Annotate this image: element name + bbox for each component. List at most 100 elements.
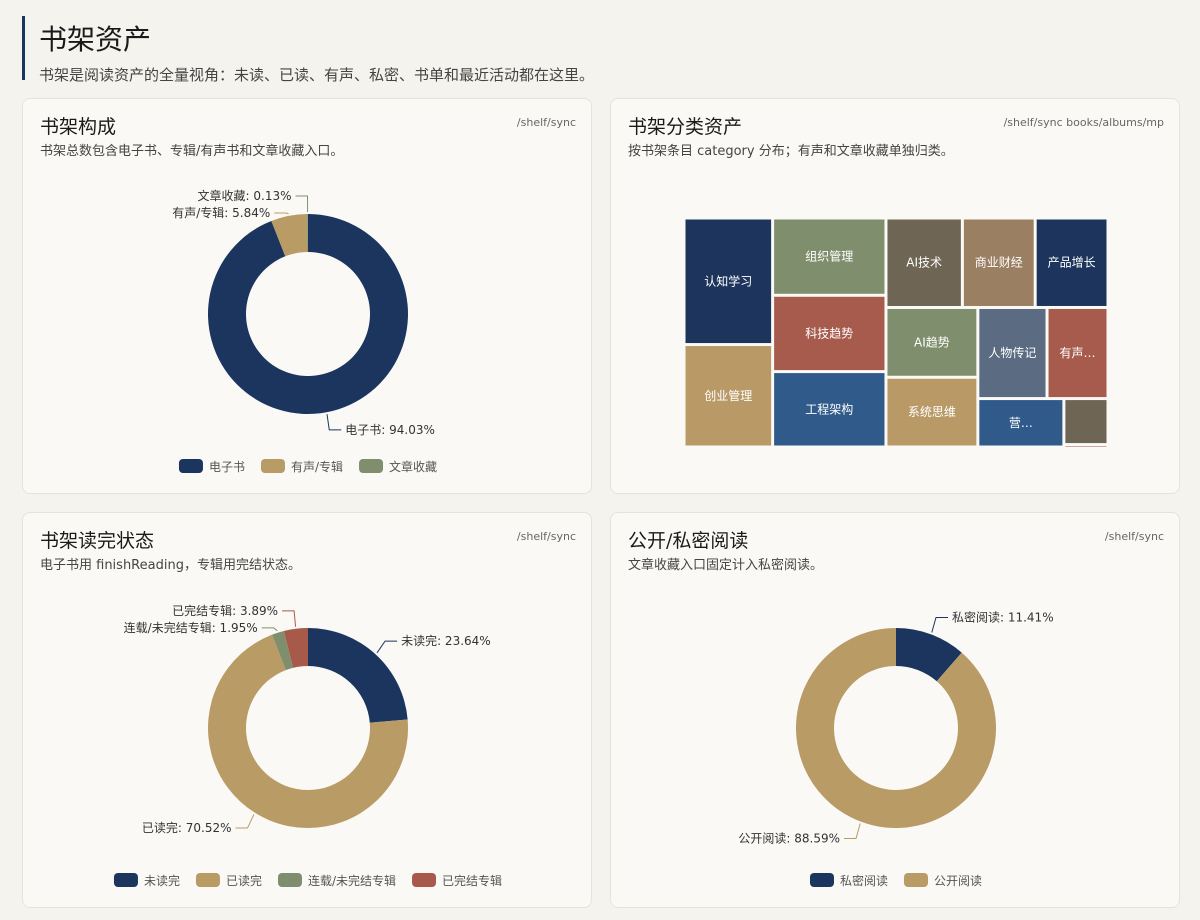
donut-slice <box>308 628 408 723</box>
treemap-cell <box>887 378 977 446</box>
legend-swatch <box>195 873 220 887</box>
data-label: 文章收藏: 0.13% <box>198 188 292 203</box>
treemap-label: 组织管理 <box>805 249 853 264</box>
legend-swatch <box>359 459 384 473</box>
legend-label: 未读完 <box>144 873 180 888</box>
treemap-label: AI趋势 <box>914 335 950 349</box>
legend-label: 电子书 <box>209 460 245 474</box>
donut-slice <box>283 628 308 668</box>
chart-source: /shelf/sync <box>517 530 576 543</box>
data-label: 已完结专辑: 3.89% <box>172 603 278 618</box>
treemap-label: 工程架构 <box>805 401 853 416</box>
chart-title: 公开/私密阅读 <box>628 530 748 552</box>
donut-slice <box>271 214 308 257</box>
donut-slice <box>207 214 408 414</box>
treemap-cell <box>963 219 1034 306</box>
data-label: 已读完: 70.52% <box>142 820 232 835</box>
donut-slice <box>307 214 308 253</box>
treemap-cell <box>979 308 1046 398</box>
treemap-cell <box>979 400 1063 446</box>
leader-line <box>274 212 289 215</box>
legend: 未读完 已读完 连载/未完结专辑 已完结专辑 <box>113 873 502 888</box>
page-subtitle: 书架是阅读资产的全量视角：未读、已读、有声、私密、书单和最近活动都在这里。 <box>39 66 595 84</box>
chart-subtitle: 按书架条目 category 分布；有声和文章收藏单独归类。 <box>628 143 954 159</box>
treemap-label: 人物传记 <box>988 345 1036 360</box>
treemap-label: 认知学习 <box>704 273 752 288</box>
legend-label: 连载/未完结专辑 <box>308 873 396 888</box>
chart-card: 书架分类资产按书架条目 category 分布；有声和文章收藏单独归类。 /she… <box>610 98 1180 494</box>
chart-title: 书架构成 <box>40 116 116 138</box>
legend-label: 已完结专辑 <box>442 873 502 888</box>
legend-label: 有声/专辑 <box>291 459 343 474</box>
chart-source: /shelf/sync <box>1105 530 1164 543</box>
donut-slice <box>896 628 962 682</box>
legend: 电子书 有声/专辑 文章收藏 <box>178 459 437 474</box>
legend-swatch <box>277 873 302 887</box>
treemap-label: 有声… <box>1060 346 1096 360</box>
donut-slice <box>796 628 996 828</box>
legend-swatch <box>809 873 834 887</box>
treemap-label: 产品增长 <box>1048 256 1096 270</box>
data-label: 未读完: 23.64% <box>401 633 491 648</box>
leader-line <box>931 617 948 633</box>
treemap-label: 商业财经 <box>975 255 1023 270</box>
treemap-cell <box>887 219 961 306</box>
treemap-label: AI技术 <box>906 256 942 270</box>
treemap-label: 营… <box>1009 416 1033 430</box>
leader-line <box>295 195 309 213</box>
legend-swatch <box>113 873 138 887</box>
chart-source: /shelf/sync <box>517 116 576 129</box>
legend-label: 公开阅读 <box>934 874 982 888</box>
legend-label: 文章收藏 <box>389 459 437 474</box>
legend-label: 已读完 <box>226 873 262 888</box>
legend-swatch <box>260 459 285 473</box>
treemap-cell <box>1048 308 1107 398</box>
leader-line <box>235 814 255 829</box>
treemap-cell <box>685 346 772 446</box>
treemap-label: 创业管理 <box>704 388 752 403</box>
chart-source: /shelf/sync books/albums/mp <box>1004 116 1164 129</box>
chart-subtitle: 书架总数包含电子书、专辑/有声书和文章收藏入口。 <box>40 143 343 159</box>
leader-line <box>376 640 398 654</box>
chart-title: 书架分类资产 <box>628 116 742 138</box>
donut-slice <box>272 630 293 671</box>
legend-swatch <box>904 873 928 887</box>
leader-line <box>844 823 861 839</box>
treemap-cell <box>1036 219 1107 306</box>
treemap-label: 科技趋势 <box>805 326 853 340</box>
leader-line <box>326 414 342 431</box>
leader-line <box>282 610 297 627</box>
page-title: 书架资产 <box>39 23 152 56</box>
treemap-label: 系统思维 <box>908 405 956 419</box>
chart-card: 书架读完状态电子书用 finishReading，专辑用完结状态。 /shelf/… <box>22 512 592 908</box>
treemap-cell <box>685 219 772 344</box>
chart-card: 公开/私密阅读文章收藏入口固定计入私密阅读。 /shelf/sync 私密阅读: 1… <box>610 512 1180 908</box>
treemap-cell <box>774 296 885 371</box>
treemap-cell <box>1065 400 1107 444</box>
legend-swatch <box>178 459 203 473</box>
donut-slice <box>207 634 408 828</box>
data-label: 公开阅读: 88.59% <box>738 831 840 845</box>
chart-subtitle: 文章收藏入口固定计入私密阅读。 <box>628 557 823 573</box>
chart-subtitle: 电子书用 finishReading，专辑用完结状态。 <box>40 558 301 573</box>
data-label: 有声/专辑: 5.84% <box>172 205 270 220</box>
treemap-cell <box>1065 446 1107 447</box>
treemap-cell <box>774 219 885 294</box>
legend-swatch <box>412 873 437 887</box>
legend: 私密阅读 公开阅读 <box>809 873 982 888</box>
data-label: 私密阅读: 11.41% <box>952 610 1054 625</box>
data-label: 连载/未完结专辑: 1.95% <box>124 620 258 635</box>
data-label: 电子书: 94.03% <box>345 423 435 437</box>
header: 书架资产 书架是阅读资产的全量视角：未读、已读、有声、私密、书单和最近活动都在这… <box>22 16 594 84</box>
treemap-cell <box>774 373 885 446</box>
legend-label: 私密阅读 <box>840 873 888 888</box>
leader-line <box>261 627 278 632</box>
chart-card: 书架构成书架总数包含电子书、专辑/有声书和文章收藏入口。 /shelf/sync 电… <box>22 98 592 494</box>
treemap-cell <box>887 308 977 376</box>
chart-title: 书架读完状态 <box>40 530 154 552</box>
